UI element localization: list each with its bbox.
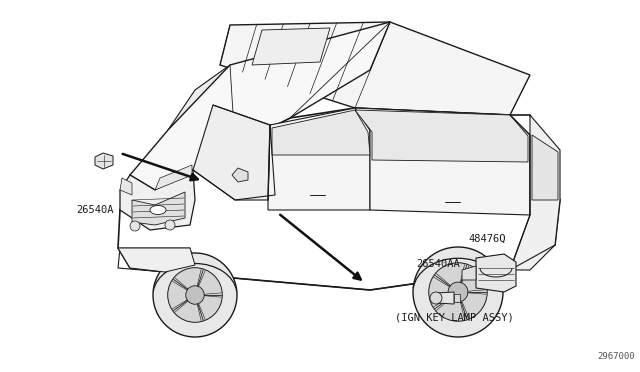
- Polygon shape: [130, 22, 390, 190]
- Circle shape: [429, 263, 487, 321]
- Text: 2967000: 2967000: [597, 352, 635, 361]
- Circle shape: [130, 221, 140, 231]
- Polygon shape: [232, 168, 248, 182]
- Text: 48476Q: 48476Q: [468, 234, 506, 244]
- Polygon shape: [462, 266, 476, 280]
- Polygon shape: [95, 153, 113, 169]
- Polygon shape: [454, 294, 460, 302]
- Polygon shape: [268, 108, 370, 210]
- Polygon shape: [155, 165, 192, 190]
- Polygon shape: [510, 115, 560, 270]
- Polygon shape: [436, 292, 454, 304]
- Circle shape: [448, 282, 468, 302]
- Polygon shape: [355, 110, 528, 162]
- Circle shape: [430, 292, 442, 304]
- Polygon shape: [532, 135, 558, 200]
- Polygon shape: [118, 248, 195, 272]
- Circle shape: [168, 268, 222, 322]
- Polygon shape: [168, 65, 230, 130]
- Text: 26540AA: 26540AA: [416, 259, 460, 269]
- Polygon shape: [118, 108, 560, 290]
- Circle shape: [153, 253, 237, 337]
- Polygon shape: [355, 108, 530, 215]
- Polygon shape: [252, 28, 330, 65]
- Polygon shape: [120, 178, 132, 195]
- Ellipse shape: [150, 205, 166, 215]
- Polygon shape: [193, 105, 270, 200]
- Text: 26540A: 26540A: [76, 205, 113, 215]
- Circle shape: [413, 247, 503, 337]
- Text: (IGN KEY LAMP ASSY): (IGN KEY LAMP ASSY): [395, 312, 514, 322]
- Polygon shape: [132, 192, 185, 225]
- Polygon shape: [120, 170, 195, 230]
- Circle shape: [165, 220, 175, 230]
- Polygon shape: [272, 110, 370, 155]
- Polygon shape: [476, 254, 516, 292]
- Circle shape: [186, 286, 204, 304]
- Polygon shape: [220, 22, 530, 115]
